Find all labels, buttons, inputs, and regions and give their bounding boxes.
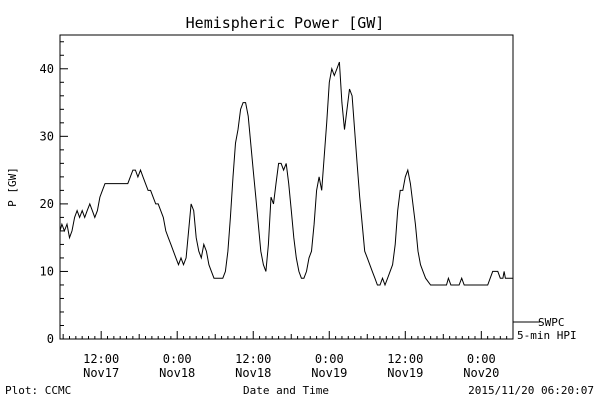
y-tick-label: 40 [40,62,54,76]
legend-label-line2: 5-min HPI [517,329,577,342]
y-tick-label: 10 [40,264,54,278]
footer-timestamp: 2015/11/20 06:20:07 [468,384,594,397]
x-tick-label-time: 12:00 [235,352,271,366]
series-layer [59,61,513,287]
x-axis: 12:00Nov170:00Nov1812:00Nov180:00Nov1912… [62,331,514,380]
x-tick-label-time: 0:00 [315,352,344,366]
legend-label-line1: SWPC [538,316,565,329]
y-axis-label: P [GW] [6,167,19,207]
y-axis: 0 10 20 30 40 [40,41,68,346]
x-tick-label-date: Nov19 [387,366,423,380]
x-tick-label-date: Nov18 [235,366,271,380]
x-tick-label-time: 12:00 [387,352,423,366]
x-tick-label-date: Nov18 [159,366,195,380]
footer-plot-credit: Plot: CCMC [5,384,71,397]
series-line-hpi [59,61,513,287]
y-tick-label: 0 [47,332,54,346]
y-tick-label: 30 [40,129,54,143]
x-tick-label-time: 0:00 [467,352,496,366]
x-axis-label: Date and Time [243,384,329,397]
chart-title: Hemispheric Power [GW] [186,14,385,32]
x-tick-label-date: Nov17 [83,366,119,380]
plot-frame [59,34,514,340]
y-tick-label: 20 [40,197,54,211]
x-tick-label-date: Nov20 [463,366,499,380]
x-tick-label-time: 12:00 [83,352,119,366]
x-tick-label-time: 0:00 [163,352,192,366]
x-tick-label-date: Nov19 [311,366,347,380]
